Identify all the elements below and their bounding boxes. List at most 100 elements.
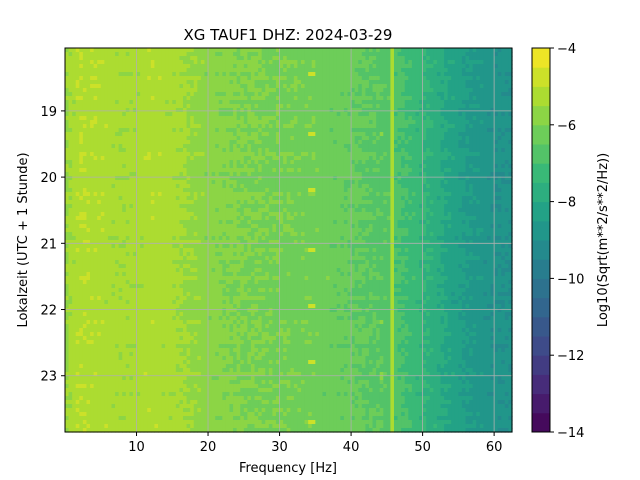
heatmap-cell (222, 172, 227, 177)
heatmap-cell (444, 64, 449, 69)
heatmap-cell (254, 128, 259, 133)
heatmap-cell (301, 136, 306, 141)
heatmap-cell (165, 160, 170, 165)
heatmap-cell (132, 160, 138, 165)
heatmap-cell (411, 76, 417, 81)
heatmap-cell (161, 104, 166, 109)
heatmap-cell (336, 200, 341, 205)
heatmap-cell (179, 144, 184, 149)
heatmap-cell (225, 60, 231, 65)
heatmap-cell (204, 112, 209, 117)
heatmap-cell (304, 60, 309, 65)
heatmap-cell (272, 56, 277, 61)
heatmap-cell (469, 184, 474, 189)
heatmap-cell (250, 92, 256, 97)
heatmap-cell (172, 104, 177, 109)
heatmap-cell (183, 124, 188, 129)
heatmap-cell (215, 76, 220, 81)
heatmap-cell (261, 160, 266, 165)
heatmap-cell (261, 140, 266, 145)
heatmap-cell (132, 120, 138, 125)
heatmap-cell (454, 184, 459, 189)
heatmap-cell (240, 104, 245, 109)
heatmap-cell (204, 172, 209, 177)
heatmap-cell (275, 200, 281, 205)
heatmap-cell (243, 204, 248, 209)
heatmap-cell (340, 136, 345, 141)
heatmap-cell (454, 196, 459, 201)
heatmap-cell (504, 96, 510, 101)
heatmap-cell (376, 96, 381, 101)
heatmap-cell (372, 92, 377, 97)
heatmap-cell (129, 144, 134, 149)
heatmap-cell (197, 164, 202, 169)
heatmap-cell (150, 140, 155, 145)
heatmap-cell (165, 60, 170, 65)
heatmap-cell (472, 188, 477, 193)
heatmap-cell (461, 164, 467, 169)
heatmap-cell (186, 76, 191, 81)
heatmap-cell (100, 184, 105, 189)
heatmap-cell (318, 48, 324, 53)
heatmap-cell (290, 196, 295, 201)
heatmap-cell (179, 136, 184, 141)
heatmap-cell (508, 108, 513, 113)
heatmap-cell (479, 172, 484, 177)
heatmap-cell (465, 132, 470, 137)
heatmap-cell (326, 80, 331, 85)
heatmap-cell (440, 136, 445, 141)
heatmap-cell (429, 180, 434, 185)
heatmap-cell (433, 128, 438, 133)
heatmap-cell (429, 168, 434, 173)
heatmap-cell (154, 204, 159, 209)
heatmap-cell (358, 124, 363, 129)
heatmap-cell (179, 188, 184, 193)
heatmap-cell (368, 156, 374, 161)
heatmap-cell (308, 116, 313, 121)
heatmap-cell (415, 104, 420, 109)
heatmap-cell (297, 144, 302, 149)
heatmap-cell (501, 108, 506, 113)
heatmap-cell (86, 108, 91, 113)
heatmap-cell (218, 104, 223, 109)
heatmap-cell (268, 56, 274, 61)
heatmap-cell (240, 180, 245, 185)
heatmap-cell (129, 64, 134, 69)
heatmap-cell (326, 52, 331, 57)
heatmap-cell (107, 116, 113, 121)
heatmap-cell (426, 116, 431, 121)
heatmap-cell (65, 72, 70, 77)
heatmap-cell (411, 176, 417, 181)
heatmap-cell (222, 92, 227, 97)
heatmap-cell (318, 204, 324, 209)
heatmap-cell (107, 120, 113, 125)
heatmap-cell (461, 56, 467, 61)
heatmap-cell (390, 72, 395, 77)
heatmap-cell (372, 184, 377, 189)
heatmap-cell (236, 200, 241, 205)
heatmap-cell (204, 80, 209, 85)
heatmap-cell (272, 140, 277, 145)
heatmap-cell (183, 148, 188, 153)
heatmap-cell (258, 204, 263, 209)
heatmap-cell (261, 204, 266, 209)
heatmap-cell (283, 184, 288, 189)
heatmap-cell (115, 160, 120, 165)
heatmap-cell (132, 148, 138, 153)
heatmap-cell (472, 52, 477, 57)
heatmap-cell (318, 192, 324, 197)
heatmap-cell (272, 116, 277, 121)
heatmap-cell (476, 60, 481, 65)
heatmap-cell (333, 128, 338, 133)
heatmap-cell (236, 192, 241, 197)
heatmap-cell (115, 112, 120, 117)
heatmap-cell (140, 200, 145, 205)
heatmap-cell (161, 128, 166, 133)
heatmap-cell (75, 164, 80, 169)
heatmap-cell (447, 136, 452, 141)
heatmap-cell (293, 112, 299, 117)
heatmap-cell (68, 128, 73, 133)
heatmap-cell (501, 196, 506, 201)
heatmap-cell (329, 128, 334, 133)
heatmap-cell (333, 144, 338, 149)
